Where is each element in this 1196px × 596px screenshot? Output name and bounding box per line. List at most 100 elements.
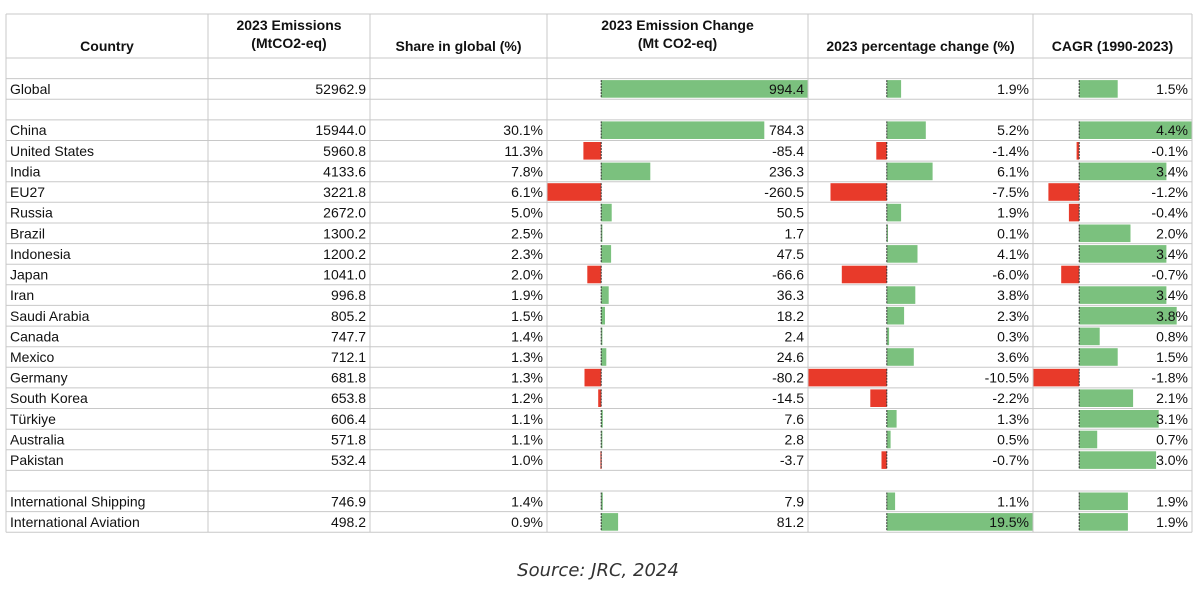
data-bar-pct: [886, 203, 902, 222]
country-label: China: [10, 122, 47, 138]
change-label: -85.4: [772, 143, 804, 159]
share-value: 1.9%: [511, 287, 543, 303]
column-header: 2023 Emissions: [236, 17, 341, 33]
data-bar-cagr: [1061, 265, 1080, 284]
emissions-value: 746.9: [331, 493, 366, 509]
cagr-label: 1.5%: [1156, 81, 1188, 97]
emissions-value: 1041.0: [323, 267, 366, 283]
data-bar-pct: [886, 410, 897, 428]
data-bar-change: [601, 245, 612, 263]
data-bar-change: [601, 327, 603, 346]
data-bar-cagr: [1079, 492, 1128, 511]
data-bar-change: [584, 368, 602, 387]
change-label: 36.3: [777, 287, 804, 303]
data-bar-pct: [886, 286, 916, 304]
data-bar-cagr: [1068, 203, 1080, 222]
pct-label: 0.3%: [997, 328, 1029, 344]
cagr-label: 3.8%: [1156, 308, 1188, 324]
data-bar-pct: [886, 80, 902, 98]
cagr-label: 3.4%: [1156, 287, 1188, 303]
pct-label: 5.2%: [997, 122, 1029, 138]
data-bar-cagr: [1076, 142, 1080, 160]
country-label: Indonesia: [10, 246, 71, 262]
pct-label: 1.3%: [997, 411, 1029, 427]
country-label: International Aviation: [10, 514, 140, 530]
emissions-value: 15944.0: [315, 122, 366, 138]
country-label: EU27: [10, 184, 45, 200]
emissions-value: 606.4: [331, 411, 366, 427]
data-bar-cagr: [1079, 286, 1167, 304]
share-value: 1.5%: [511, 308, 543, 324]
pct-label: -6.0%: [992, 267, 1029, 283]
data-bar-pct: [886, 121, 926, 139]
change-label: -80.2: [772, 370, 804, 386]
share-value: 7.8%: [511, 163, 543, 179]
data-bar-pct: [870, 389, 887, 407]
change-label: 24.6: [777, 349, 804, 365]
share-value: 1.2%: [511, 390, 543, 406]
country-label: Pakistan: [10, 452, 64, 468]
share-value: 1.4%: [511, 328, 543, 344]
emissions-value: 2672.0: [323, 205, 366, 221]
country-label: Brazil: [10, 225, 45, 241]
data-bar-cagr: [1079, 513, 1128, 531]
change-label: 1.7: [785, 225, 805, 241]
country-label: Japan: [10, 267, 48, 283]
data-bar-pct: [830, 183, 887, 201]
cagr-label: -1.8%: [1151, 370, 1188, 386]
pct-label: -1.4%: [992, 143, 1029, 159]
change-label: -260.5: [764, 184, 804, 200]
data-bar-pct: [886, 430, 891, 449]
data-bar-cagr: [1079, 162, 1167, 181]
change-label: 236.3: [769, 163, 804, 179]
change-label: 50.5: [777, 205, 804, 221]
data-bar-pct: [841, 265, 887, 284]
share-value: 0.9%: [511, 514, 543, 530]
column-header: (MtCO2-eq): [251, 35, 326, 51]
cagr-label: 1.5%: [1156, 349, 1188, 365]
change-label: 81.2: [777, 514, 804, 530]
cagr-label: 2.0%: [1156, 225, 1188, 241]
data-bar-pct: [886, 348, 914, 366]
pct-label: 1.9%: [997, 81, 1029, 97]
cagr-label: 3.4%: [1156, 246, 1188, 262]
pct-label: 19.5%: [989, 514, 1029, 530]
data-bar-change: [601, 80, 808, 98]
data-bar-pct: [881, 451, 887, 469]
cagr-label: -0.1%: [1151, 143, 1188, 159]
emissions-value: 5960.8: [323, 143, 366, 159]
change-label: 47.5: [777, 246, 804, 262]
data-bar-pct: [886, 513, 1034, 531]
data-bar-cagr: [1079, 451, 1157, 469]
share-value: 1.3%: [511, 349, 543, 365]
change-label: 784.3: [769, 122, 804, 138]
country-label: Australia: [10, 431, 65, 447]
data-bar-pct: [886, 306, 905, 325]
data-bar-change: [601, 348, 607, 366]
cagr-label: 3.1%: [1156, 411, 1188, 427]
change-label: 994.4: [769, 81, 804, 97]
data-bar-change: [601, 492, 603, 511]
data-bar-cagr: [1079, 430, 1098, 449]
data-bar-cagr: [1079, 348, 1118, 366]
change-label: -66.6: [772, 267, 804, 283]
emissions-value: 747.7: [331, 328, 366, 344]
pct-label: 3.6%: [997, 349, 1029, 365]
data-bar-cagr: [1048, 183, 1080, 201]
data-bar-change: [601, 203, 612, 222]
change-label: 2.4: [785, 328, 805, 344]
pct-label: -0.7%: [992, 452, 1029, 468]
cagr-label: 4.4%: [1156, 122, 1188, 138]
data-bar-change: [587, 265, 602, 284]
data-bar-pct: [808, 368, 887, 387]
country-label: Türkiye: [10, 411, 56, 427]
share-value: 5.0%: [511, 205, 543, 221]
data-bar-cagr: [1079, 121, 1192, 139]
share-value: 1.4%: [511, 493, 543, 509]
cagr-label: 1.9%: [1156, 514, 1188, 530]
share-value: 1.3%: [511, 370, 543, 386]
pct-label: -7.5%: [992, 184, 1029, 200]
emissions-value: 653.8: [331, 390, 366, 406]
emissions-value: 532.4: [331, 452, 366, 468]
